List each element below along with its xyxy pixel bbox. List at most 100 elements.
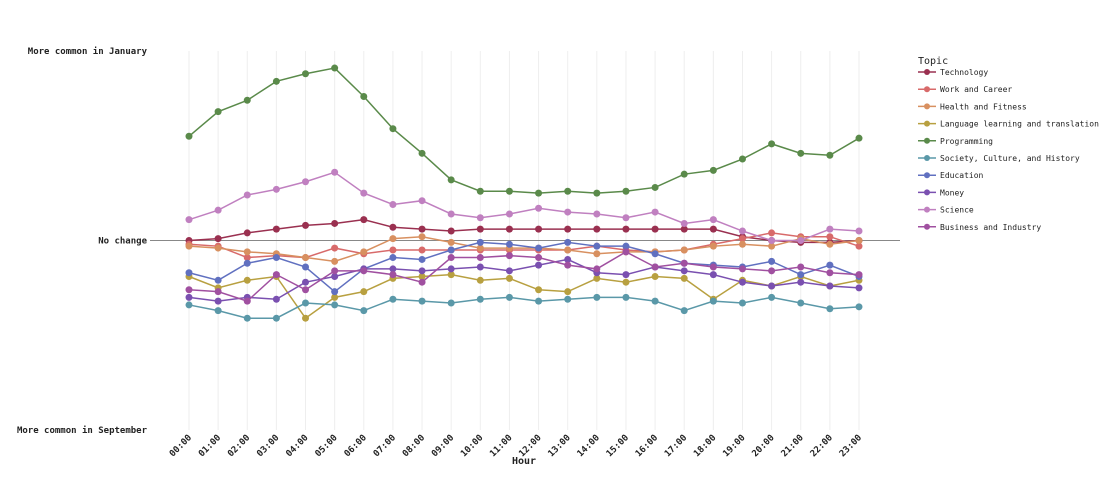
data-point bbox=[564, 208, 572, 216]
legend-marker bbox=[924, 189, 930, 196]
data-point bbox=[768, 267, 776, 275]
data-point bbox=[447, 254, 455, 262]
data-point bbox=[272, 254, 280, 262]
data-point bbox=[593, 210, 601, 218]
data-point bbox=[593, 189, 601, 197]
data-point bbox=[331, 267, 339, 275]
data-point bbox=[826, 225, 834, 233]
data-point bbox=[214, 206, 222, 214]
data-point bbox=[564, 261, 572, 269]
data-point bbox=[418, 267, 426, 275]
x-tick-label: 02:00 bbox=[226, 433, 252, 459]
data-point bbox=[768, 242, 776, 250]
data-point bbox=[651, 297, 659, 305]
data-point bbox=[360, 288, 368, 296]
data-point bbox=[797, 263, 805, 271]
data-point bbox=[447, 227, 455, 235]
data-point bbox=[476, 295, 484, 303]
data-point bbox=[272, 225, 280, 233]
data-point bbox=[302, 299, 310, 307]
x-tick-label: 08:00 bbox=[401, 433, 427, 459]
data-point bbox=[564, 187, 572, 195]
legend-label: Programming bbox=[940, 137, 993, 146]
data-point bbox=[505, 210, 513, 218]
data-point bbox=[768, 140, 776, 148]
y-tick-label: More common in January bbox=[28, 46, 148, 57]
data-point bbox=[622, 271, 630, 279]
data-point bbox=[826, 305, 834, 313]
data-point bbox=[680, 259, 688, 267]
data-point bbox=[418, 273, 426, 281]
legend-marker bbox=[924, 103, 930, 110]
data-point bbox=[622, 214, 630, 222]
data-point bbox=[622, 248, 630, 256]
data-point bbox=[738, 227, 746, 235]
data-point bbox=[738, 235, 746, 243]
data-point bbox=[302, 70, 310, 78]
series-line bbox=[188, 218, 860, 244]
data-point bbox=[622, 225, 630, 233]
data-point bbox=[505, 187, 513, 195]
data-point bbox=[476, 254, 484, 262]
data-point bbox=[622, 187, 630, 195]
data-point bbox=[185, 216, 193, 224]
data-point bbox=[185, 286, 193, 294]
data-point bbox=[768, 282, 776, 290]
data-point bbox=[214, 288, 222, 296]
data-point bbox=[447, 210, 455, 218]
data-point bbox=[243, 254, 251, 262]
legend-marker bbox=[924, 120, 930, 127]
data-point bbox=[826, 233, 834, 241]
legend-label: Education bbox=[940, 171, 984, 180]
data-point bbox=[418, 297, 426, 305]
data-point bbox=[535, 204, 543, 212]
x-tick-label: 20:00 bbox=[751, 433, 777, 459]
x-tick-label: 00:00 bbox=[168, 433, 194, 459]
data-point bbox=[476, 214, 484, 222]
x-tick-label: 06:00 bbox=[343, 433, 369, 459]
data-point bbox=[243, 297, 251, 305]
x-tick-label: 14:00 bbox=[576, 433, 602, 459]
data-point bbox=[768, 257, 776, 265]
data-point bbox=[680, 307, 688, 315]
data-point bbox=[418, 225, 426, 233]
x-tick-label: 23:00 bbox=[838, 433, 864, 459]
data-point bbox=[331, 168, 339, 176]
data-point bbox=[302, 221, 310, 229]
data-point bbox=[418, 255, 426, 263]
data-point bbox=[360, 92, 368, 100]
data-point bbox=[738, 278, 746, 286]
data-point bbox=[564, 238, 572, 246]
x-tick-label: 13:00 bbox=[547, 433, 573, 459]
x-tick-label: 07:00 bbox=[372, 433, 398, 459]
data-point bbox=[593, 242, 601, 250]
data-point bbox=[505, 252, 513, 260]
legend-label: Work and Career bbox=[940, 85, 1012, 94]
x-tick-label: 17:00 bbox=[663, 433, 689, 459]
data-point bbox=[243, 259, 251, 267]
data-point bbox=[797, 299, 805, 307]
data-point bbox=[680, 267, 688, 275]
legend-label: Health and Fitness bbox=[940, 102, 1027, 111]
data-point bbox=[185, 301, 193, 309]
x-axis-label: Hour bbox=[512, 456, 536, 467]
data-point bbox=[651, 208, 659, 216]
data-point bbox=[797, 278, 805, 286]
x-tick-label: 15:00 bbox=[605, 433, 631, 459]
data-point bbox=[680, 246, 688, 254]
data-point bbox=[855, 227, 863, 235]
data-point bbox=[738, 240, 746, 248]
data-point bbox=[243, 276, 251, 284]
y-tick-label: More common in September bbox=[17, 425, 148, 436]
data-point bbox=[418, 246, 426, 254]
data-point bbox=[709, 216, 717, 224]
data-point bbox=[622, 293, 630, 301]
data-point bbox=[622, 278, 630, 286]
legend-marker bbox=[924, 172, 930, 179]
data-point bbox=[418, 197, 426, 205]
data-point bbox=[535, 254, 543, 262]
data-point bbox=[476, 276, 484, 284]
data-point bbox=[272, 77, 280, 85]
data-point bbox=[505, 225, 513, 233]
